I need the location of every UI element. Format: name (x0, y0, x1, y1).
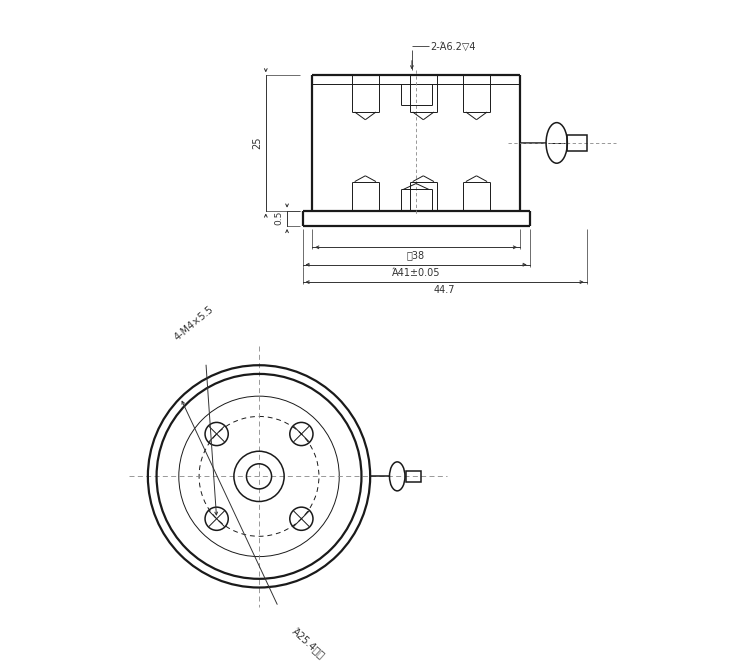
Bar (406, 470, 422, 482)
Bar (567, 135, 586, 151)
Text: Ά25.4配合: Ά25.4配合 (290, 626, 327, 661)
Text: 44.7: 44.7 (433, 285, 455, 295)
Text: 4-M4×5.5: 4-M4×5.5 (172, 305, 215, 343)
Text: 2-Ά6.2▽4: 2-Ά6.2▽4 (430, 42, 476, 52)
Text: Ά41±0.05: Ά41±0.05 (392, 268, 440, 278)
Text: 0.5: 0.5 (274, 211, 284, 226)
Text: 25: 25 (252, 137, 262, 149)
Text: ΀38: ΀38 (407, 250, 425, 261)
